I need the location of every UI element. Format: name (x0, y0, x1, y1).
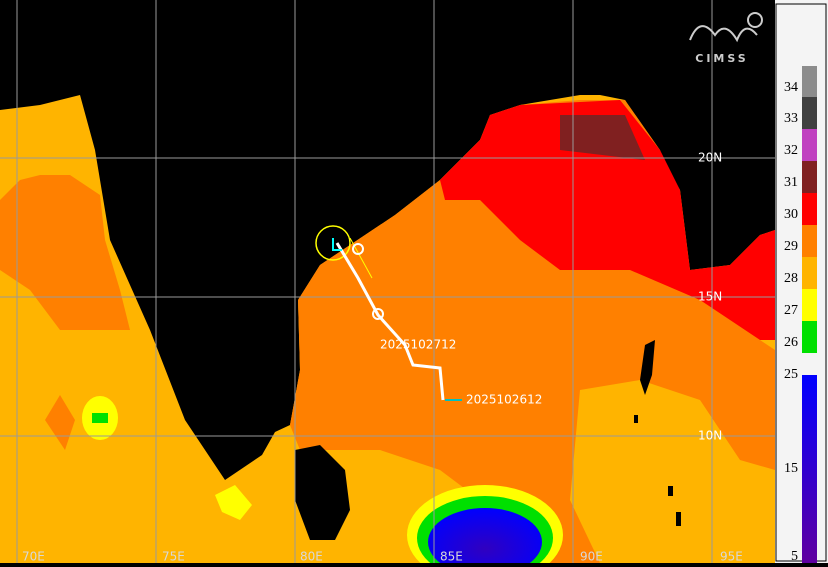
colorbar-label: 5 (791, 549, 798, 563)
colorbar-swatch (802, 289, 817, 321)
lon-label: 90E (580, 550, 603, 564)
colorbar-swatch (802, 193, 817, 225)
lon-label: 70E (22, 550, 45, 564)
track-label: 2025102612 (466, 393, 542, 407)
colorbar-label: 26 (784, 335, 798, 350)
colorbar-label: 25 (784, 367, 798, 382)
colorbar-swatch (802, 161, 817, 193)
lon-label: 95E (720, 550, 743, 564)
lon-label: 80E (300, 550, 323, 564)
colorbar-swatch (802, 321, 817, 353)
colorbar-label: 15 (784, 461, 798, 476)
lat-label: 20N (698, 151, 722, 165)
colorbar-label: 30 (784, 207, 798, 222)
colorbar-label: 33 (784, 111, 798, 126)
storm-track (315, 225, 462, 401)
colorbar: 34 33 32 31 30 29 28 27 26 25 15 5 (775, 0, 828, 564)
colorbar-swatch (802, 97, 817, 129)
track-label: 2025102712 (380, 338, 456, 352)
logo: CIMSS (689, 12, 763, 65)
colorbar-label: 29 (784, 239, 798, 254)
lon-label: 85E (440, 550, 463, 564)
colorbar-label: 32 (784, 143, 798, 158)
lon-label: 75E (162, 550, 185, 564)
colorbar-label: 31 (784, 175, 798, 190)
colorbar-label: 28 (784, 271, 798, 286)
colorbar-swatch (802, 129, 817, 161)
sea-surface (0, 95, 775, 567)
colorbar-label: 27 (784, 303, 798, 318)
land-islands (295, 340, 681, 540)
colorbar-swatch (802, 225, 817, 257)
grid (0, 0, 775, 563)
colorbar-label: 34 (784, 80, 798, 95)
colorbar-swatch (802, 66, 817, 98)
logo-text: CIMSS (695, 52, 748, 65)
colorbar-swatch (802, 257, 817, 289)
lat-label: 10N (698, 429, 722, 443)
lat-label: 15N (698, 290, 722, 304)
